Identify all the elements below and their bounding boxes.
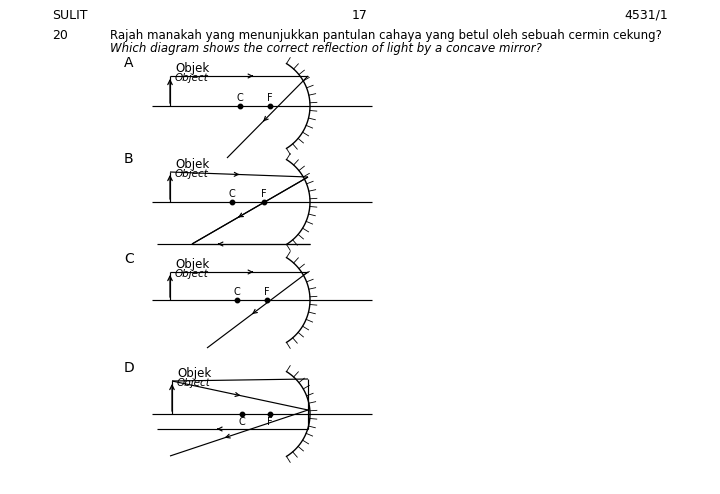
Text: Object: Object [175, 269, 209, 279]
Text: F: F [267, 417, 273, 427]
Text: Rajah manakah yang menunjukkan pantulan cahaya yang betul oleh sebuah cermin cek: Rajah manakah yang menunjukkan pantulan … [110, 29, 662, 42]
Text: F: F [264, 287, 270, 297]
Text: Objek: Objek [175, 158, 210, 171]
Text: 4531/1: 4531/1 [624, 9, 668, 22]
Text: Object: Object [175, 73, 209, 83]
Text: SULIT: SULIT [52, 9, 88, 22]
Text: Which diagram shows the correct reflection of light by a concave mirror?: Which diagram shows the correct reflecti… [110, 42, 542, 55]
Text: D: D [124, 361, 135, 375]
Text: Objek: Objek [175, 62, 210, 75]
Text: F: F [261, 189, 267, 199]
Text: B: B [124, 152, 134, 166]
Text: A: A [124, 56, 133, 70]
Text: C: C [233, 287, 240, 297]
Text: C: C [124, 252, 134, 266]
Text: Objek: Objek [177, 367, 211, 380]
Text: Object: Object [175, 169, 209, 179]
Text: C: C [229, 189, 235, 199]
Text: C: C [237, 93, 243, 103]
Text: C: C [238, 417, 246, 427]
Text: 20: 20 [52, 29, 68, 42]
Text: Object: Object [177, 378, 211, 388]
Text: Objek: Objek [175, 258, 210, 271]
Text: 17: 17 [352, 9, 368, 22]
Text: F: F [267, 93, 273, 103]
